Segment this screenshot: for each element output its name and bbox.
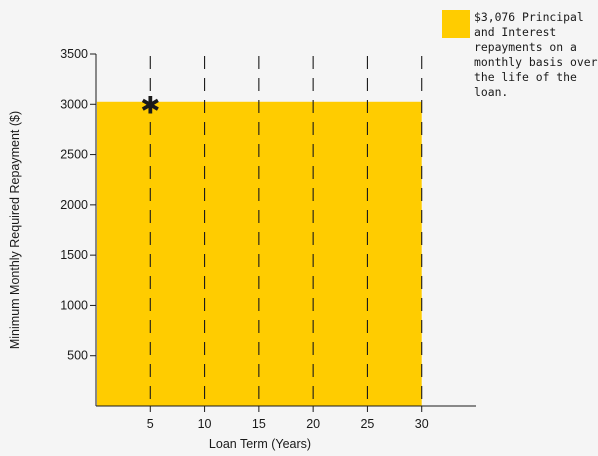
x-tick-label: 20 (306, 417, 320, 431)
y-tick-label: 3500 (60, 47, 88, 61)
y-tick-label: 2500 (60, 148, 88, 162)
data-point-marker: ✱ (140, 92, 160, 119)
y-tick-label: 1000 (60, 298, 88, 312)
legend-text: $3,076 Principal and Interest repayments… (474, 10, 598, 99)
x-ticks: 5 10 15 20 25 30 (147, 406, 429, 431)
y-axis-label: Minimum Monthly Required Repayment ($) (8, 111, 22, 349)
dashed-lines-layer (149, 56, 423, 406)
y-ticks: 500 1000 1500 2000 2500 3000 3500 (60, 47, 96, 363)
marker-layer: ✱ (140, 92, 160, 119)
legend: $3,076 Principal and Interest repayments… (442, 10, 598, 100)
x-tick-label: 10 (198, 417, 212, 431)
y-tick-label: 3000 (60, 97, 88, 111)
y-tick-label: 1500 (60, 248, 88, 262)
y-tick-label: 500 (67, 349, 88, 363)
y-tick-label: 2000 (60, 198, 88, 212)
axes-layer (95, 54, 476, 407)
x-axis-label: Loan Term (Years) (209, 437, 311, 451)
legend-swatch (442, 10, 470, 38)
x-tick-label: 5 (147, 417, 154, 431)
x-tick-label: 25 (360, 417, 374, 431)
x-tick-label: 15 (252, 417, 266, 431)
x-tick-label: 30 (415, 417, 429, 431)
